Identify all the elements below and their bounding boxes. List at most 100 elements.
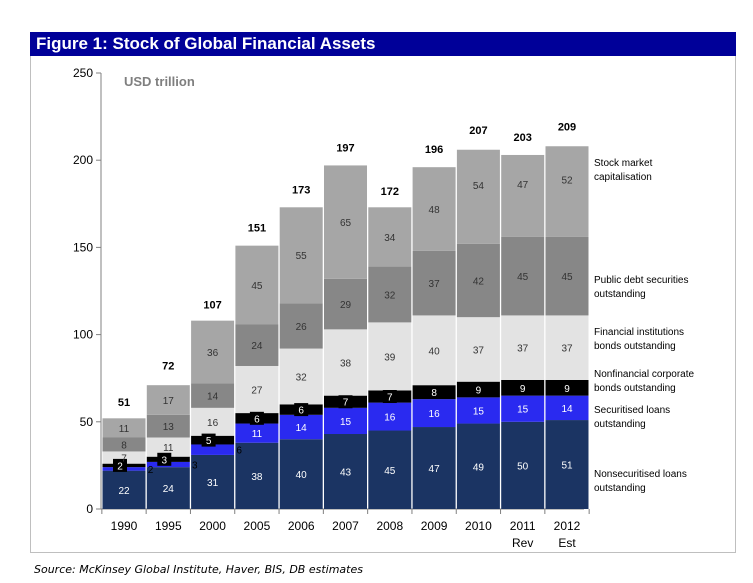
bar-value-label: 16: [429, 409, 441, 420]
legend-entry-0: Nonsecuritised loans: [594, 469, 687, 480]
legend-entry-1: outstanding: [594, 419, 646, 430]
x-tick-label: 2008: [376, 519, 403, 533]
bar-segment: [545, 146, 589, 237]
bar-segment: [501, 315, 545, 380]
y-tick-label: 0: [86, 502, 93, 516]
bar-value-label: 29: [340, 300, 352, 311]
bar-value-label: 24: [251, 341, 263, 352]
bar-segment: [191, 407, 235, 436]
bar-total-label: 51: [118, 397, 130, 409]
legend-entry-3: Financial institutions: [594, 327, 684, 338]
chart-frame: [30, 56, 736, 553]
bar-total-label: 203: [514, 132, 532, 144]
bar-segment: [456, 149, 500, 244]
bar-segment: [235, 423, 279, 443]
bar-value-box: [382, 390, 397, 404]
bar-segment: [235, 442, 279, 509]
bar-segment: [279, 439, 323, 509]
x-tick-label: 2011: [510, 519, 536, 533]
bar-segment: [545, 315, 589, 380]
bar-value-label: 7: [343, 398, 349, 409]
bar-segment: [501, 236, 545, 316]
bar-segment: [501, 395, 545, 422]
bar-value-box: [201, 433, 216, 447]
x-tick-label: 1995: [155, 519, 182, 533]
bar-segment: [501, 154, 545, 237]
bar-value-label: 17: [163, 396, 175, 407]
legend-entry-5: capitalisation: [594, 172, 652, 183]
bar-value-label: 14: [561, 404, 573, 415]
bar-value-label: 37: [429, 279, 441, 290]
bar-value-label: 54: [473, 181, 485, 192]
bar-value-label: 14: [296, 423, 308, 434]
bar-segment: [324, 434, 367, 509]
bar-value-label: 51: [561, 461, 573, 472]
bar-segment: [456, 423, 500, 509]
bar-value-label: 9: [564, 384, 570, 395]
y-tick-label: 200: [73, 153, 93, 167]
bar-value-box: [294, 403, 309, 417]
bar-total-label: 197: [336, 142, 354, 154]
bar-value-box: [338, 395, 353, 409]
x-tick-label: 2012: [554, 519, 581, 533]
bar-segment: [279, 414, 323, 440]
bar-value-label: 39: [384, 352, 396, 363]
bar-value-label: 26: [296, 322, 308, 333]
bar-value-label: 6: [236, 446, 242, 457]
bar-value-label: 52: [561, 176, 573, 187]
bar-total-label: 207: [469, 125, 487, 137]
bar-value-label: 45: [384, 466, 396, 477]
bar-value-label: 47: [429, 464, 441, 475]
y-tick-label: 100: [73, 328, 93, 342]
bar-segment: [412, 250, 456, 316]
source-note: Source: McKinsey Global Institute, Haver…: [34, 563, 363, 576]
bar-segment: [146, 437, 190, 457]
bar-segment: [102, 418, 146, 438]
bar-value-label: 48: [429, 205, 441, 216]
bar-segment: [191, 444, 235, 455]
bar-segment: [368, 402, 412, 431]
bar-segment: [456, 397, 500, 424]
bar-value-label: 8: [431, 388, 437, 399]
legend-entry-1: Securitised loans: [594, 405, 670, 416]
bar-segment: [235, 245, 279, 325]
bar-segment: [146, 385, 190, 415]
bar-segment: [368, 322, 412, 391]
legend-entry-2: bonds outstanding: [594, 383, 676, 394]
bar-value-label: 3: [192, 461, 198, 472]
bar-value-label: 15: [340, 417, 352, 428]
bar-value-label: 27: [251, 386, 263, 397]
bar-segment: [412, 167, 456, 251]
bar-total-label: 172: [381, 186, 399, 198]
bar-segment: [191, 454, 235, 509]
bar-value-label: 40: [429, 346, 441, 357]
bar-value-label: 45: [561, 272, 573, 283]
bar-value-label: 37: [473, 345, 485, 356]
y-tick-label: 250: [73, 66, 93, 80]
legend-entry-2: Nonfinancial corporate: [594, 369, 694, 380]
bar-value-label: 37: [517, 344, 529, 355]
legend-entry-4: Public debt securities: [594, 275, 689, 286]
bar-value-label: 55: [296, 251, 308, 262]
bar-value-label: 2: [148, 465, 154, 476]
bar-segment: [191, 383, 235, 408]
bar-total-label: 173: [292, 184, 310, 196]
bar-value-label: 37: [561, 344, 573, 355]
y-tick-label: 150: [73, 240, 93, 254]
bar-value-label: 8: [121, 440, 127, 451]
bar-segment: [279, 207, 323, 304]
bar-segment: [324, 407, 367, 435]
bar-value-label: 6: [298, 406, 304, 417]
bar-value-label: 31: [207, 478, 219, 489]
bar-value-label: 16: [384, 413, 396, 424]
unit-label: USD trillion: [124, 74, 195, 89]
bar-value-label: 16: [207, 418, 219, 429]
bar-value-label: 15: [517, 405, 529, 416]
bar-value-label: 7: [121, 454, 127, 465]
bar-segment: [191, 320, 235, 384]
bar-total-label: 209: [558, 122, 576, 134]
bar-value-label: 38: [251, 472, 263, 483]
x-tick-label: 2006: [288, 519, 315, 533]
bar-segment: [412, 315, 456, 386]
